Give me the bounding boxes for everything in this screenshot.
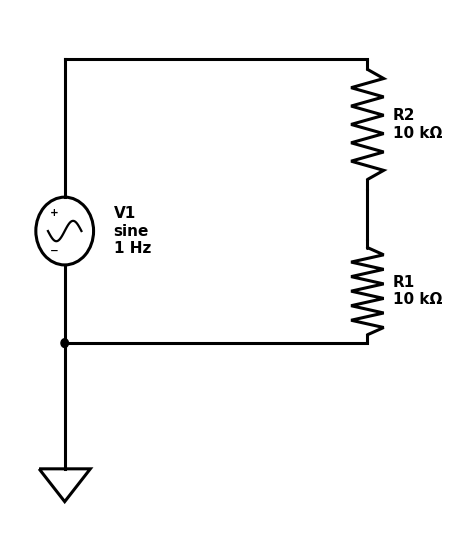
Text: R2
10 kΩ: R2 10 kΩ — [393, 108, 442, 140]
Circle shape — [61, 339, 68, 347]
Text: V1
sine
1 Hz: V1 sine 1 Hz — [114, 206, 151, 256]
Text: +: + — [50, 209, 59, 219]
Text: R1
10 kΩ: R1 10 kΩ — [393, 275, 442, 307]
Text: −: − — [50, 246, 59, 256]
